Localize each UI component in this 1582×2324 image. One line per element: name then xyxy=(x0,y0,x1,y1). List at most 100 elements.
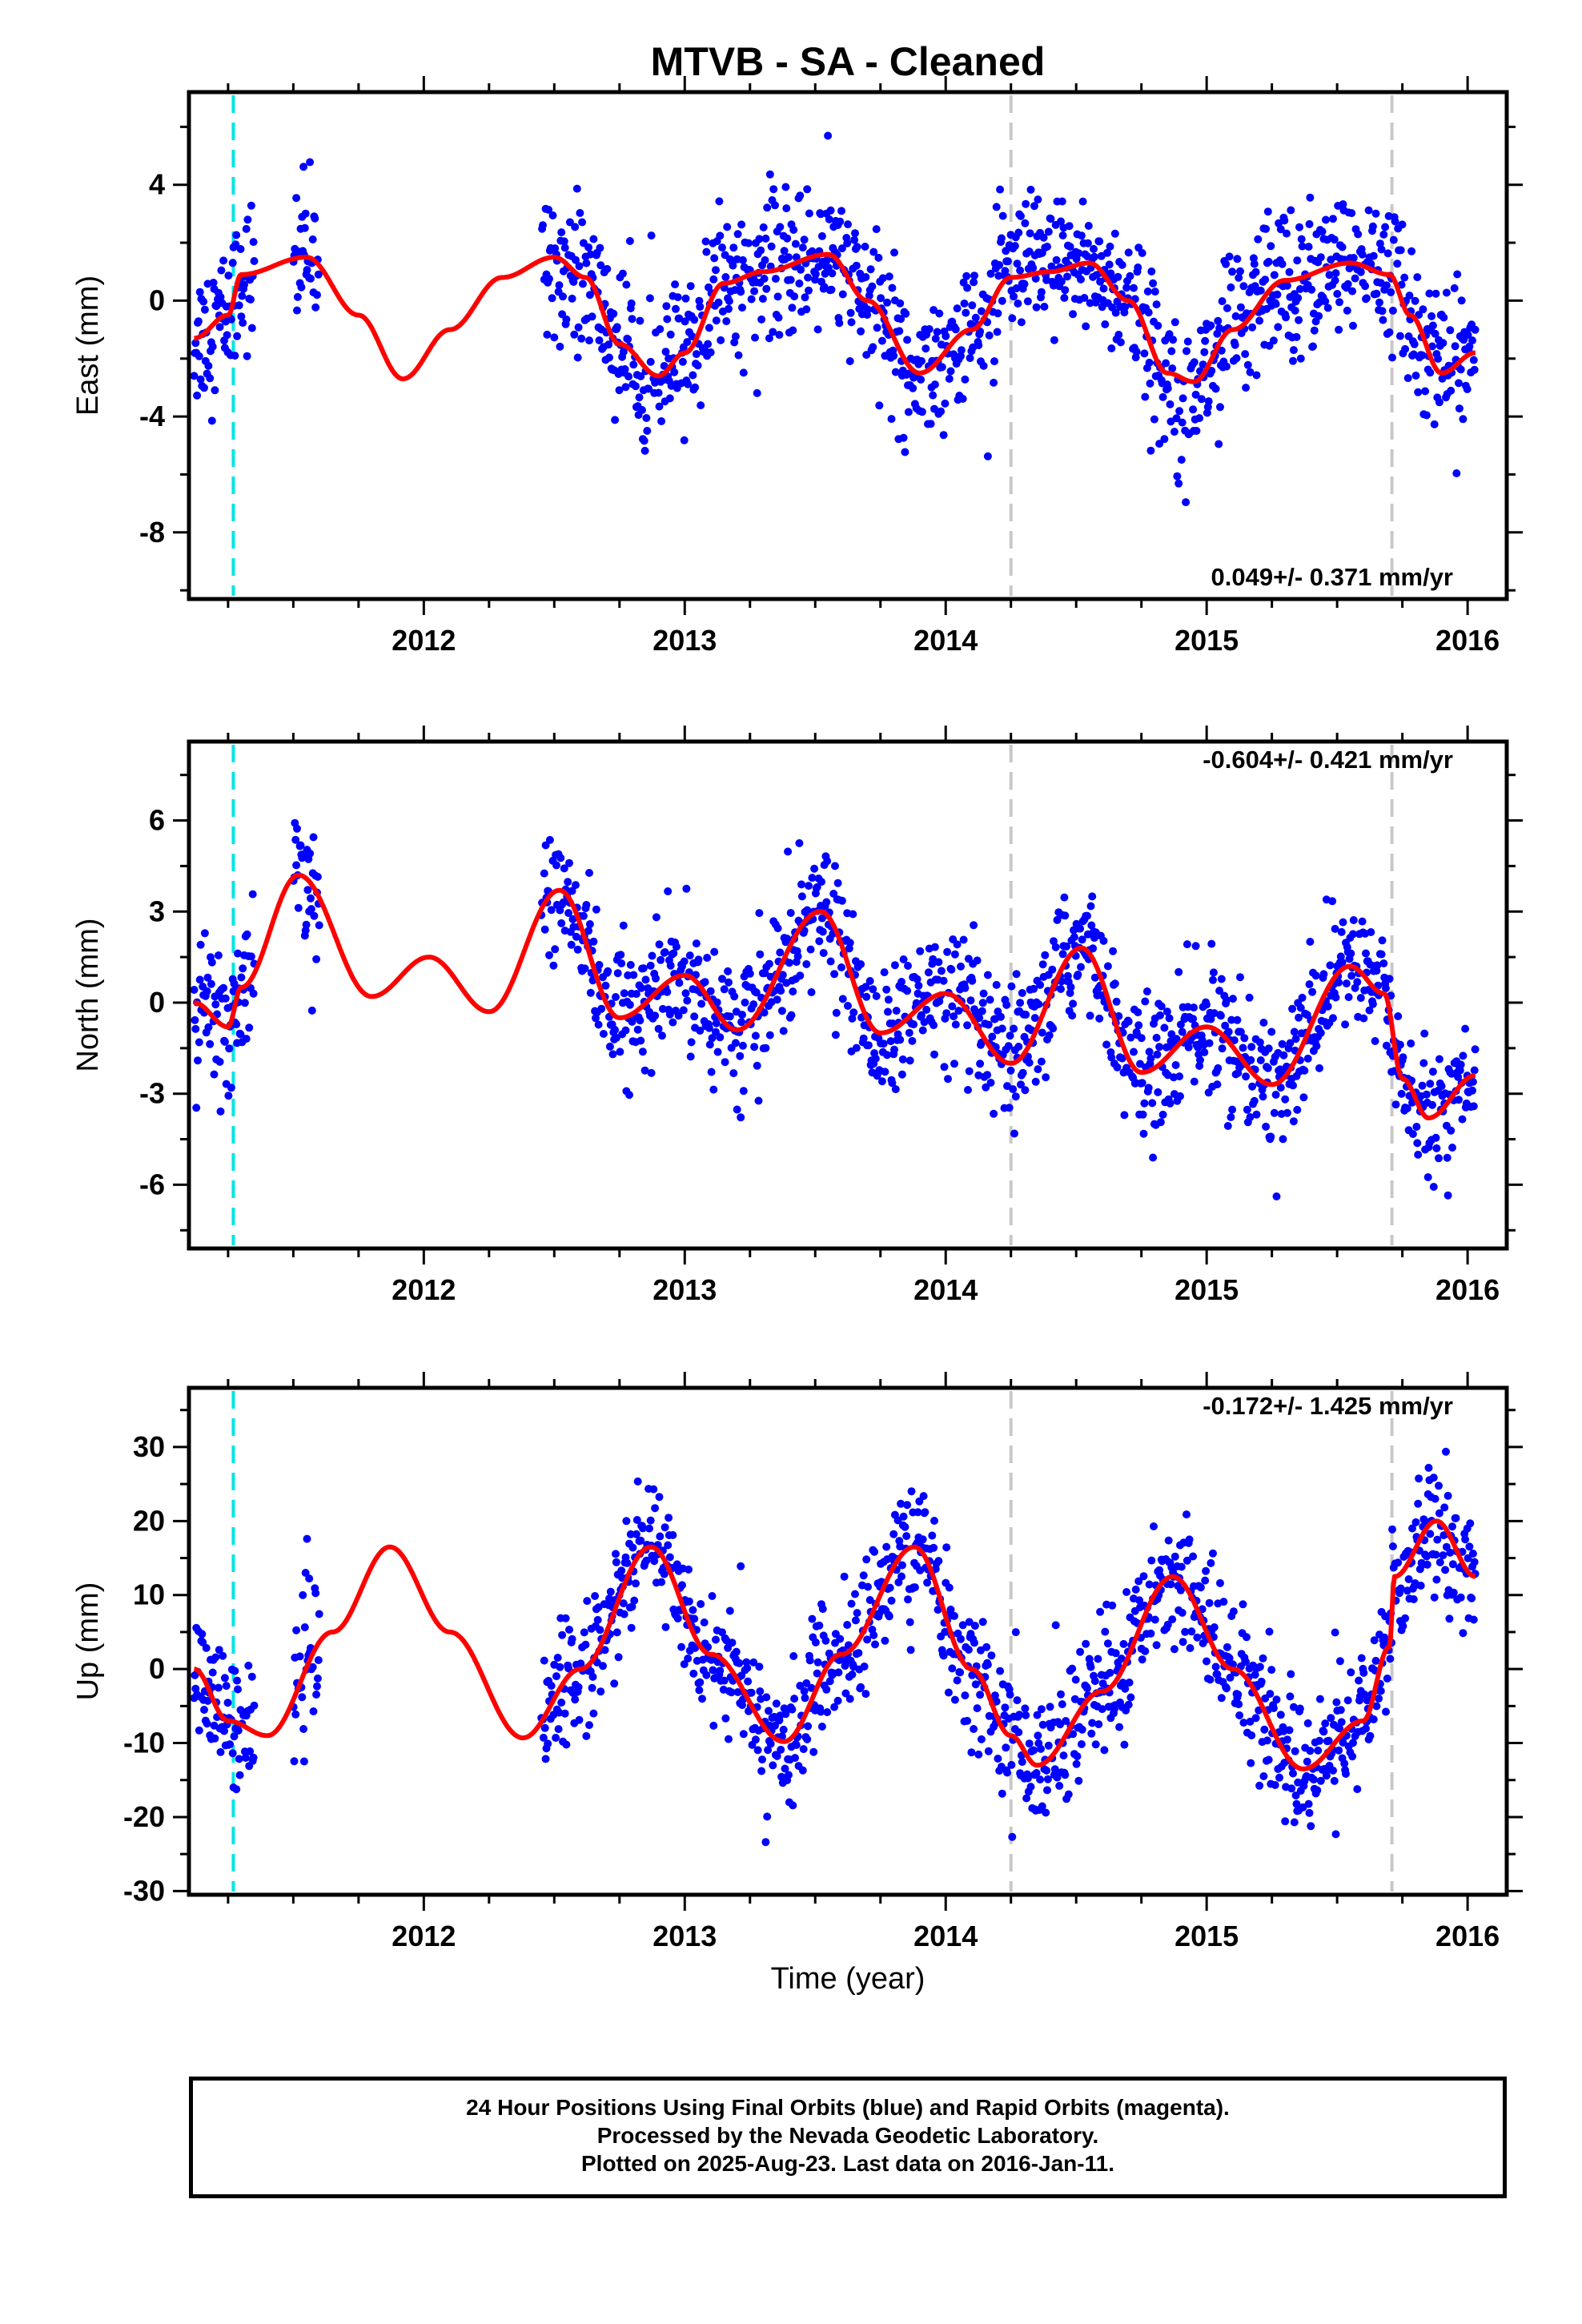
data-point xyxy=(617,1566,626,1575)
data-point xyxy=(299,1590,307,1599)
data-point xyxy=(944,1688,953,1697)
data-point xyxy=(1353,1785,1362,1794)
data-point xyxy=(1411,1518,1420,1526)
data-point xyxy=(567,940,576,949)
data-point xyxy=(753,1746,762,1755)
data-point xyxy=(1439,313,1448,322)
data-point xyxy=(560,1709,569,1718)
data-point xyxy=(1351,274,1359,283)
data-point xyxy=(1166,400,1174,408)
data-point xyxy=(586,988,595,997)
data-point xyxy=(919,1492,928,1501)
data-point xyxy=(861,243,869,251)
data-point xyxy=(1248,323,1257,332)
data-point xyxy=(1061,911,1070,920)
data-point xyxy=(572,184,581,193)
data-point xyxy=(301,209,310,218)
data-point xyxy=(769,185,778,194)
data-point xyxy=(830,970,839,979)
data-point xyxy=(1335,1746,1343,1755)
data-point xyxy=(780,247,789,255)
y-tick-label: 0 xyxy=(149,283,165,316)
data-point xyxy=(1178,1638,1187,1647)
data-point xyxy=(813,1669,821,1678)
data-point xyxy=(1137,1034,1146,1043)
data-point xyxy=(730,992,739,1001)
data-point xyxy=(1021,219,1030,227)
data-point xyxy=(1162,1007,1171,1016)
data-point xyxy=(873,324,881,332)
data-point xyxy=(1335,325,1343,334)
data-point xyxy=(1004,1042,1013,1051)
data-point xyxy=(797,880,805,889)
data-point xyxy=(1414,1499,1423,1508)
data-point xyxy=(1366,1731,1375,1740)
data-point xyxy=(1057,217,1065,226)
data-point xyxy=(905,1028,913,1037)
data-point xyxy=(934,1606,942,1614)
data-point xyxy=(689,371,697,380)
data-point xyxy=(665,1553,674,1562)
data-point xyxy=(1465,342,1474,351)
data-point xyxy=(1057,977,1066,986)
data-point xyxy=(697,1600,705,1608)
data-point xyxy=(624,335,632,344)
data-point xyxy=(953,1676,962,1685)
data-point xyxy=(1419,305,1427,314)
data-point xyxy=(665,1514,673,1522)
data-point xyxy=(1043,1775,1052,1783)
data-point xyxy=(1058,950,1067,959)
data-point xyxy=(199,297,208,306)
data-point xyxy=(798,1766,807,1775)
data-point xyxy=(654,1024,663,1033)
data-point xyxy=(1234,1691,1243,1699)
data-point xyxy=(307,894,315,903)
data-point xyxy=(1162,359,1170,368)
data-point xyxy=(1170,1645,1178,1654)
data-point xyxy=(983,971,992,979)
data-point xyxy=(1285,267,1294,276)
data-point xyxy=(1001,267,1010,275)
data-point xyxy=(243,930,251,939)
data-point xyxy=(1068,1664,1077,1673)
data-point xyxy=(551,945,560,954)
data-point xyxy=(1242,384,1251,392)
data-point xyxy=(1098,303,1106,312)
data-point xyxy=(615,386,624,395)
data-point xyxy=(781,183,790,191)
data-point xyxy=(1038,1028,1046,1037)
data-point xyxy=(1412,1123,1421,1131)
data-point xyxy=(239,964,247,973)
data-point xyxy=(1446,1548,1455,1557)
data-point xyxy=(758,1755,766,1764)
data-point xyxy=(1070,933,1078,942)
data-point xyxy=(988,1032,997,1041)
data-point xyxy=(995,261,1004,269)
data-point xyxy=(300,223,309,232)
data-point xyxy=(639,964,648,973)
data-point xyxy=(1422,1090,1431,1099)
data-point xyxy=(817,1723,826,1731)
data-point xyxy=(1261,275,1270,284)
data-point xyxy=(575,262,584,271)
data-point xyxy=(889,352,898,360)
data-point xyxy=(1169,336,1178,344)
data-point xyxy=(1252,371,1261,380)
data-point xyxy=(227,1084,235,1092)
data-point xyxy=(1221,1021,1230,1030)
data-point xyxy=(817,231,826,240)
data-point xyxy=(1456,1593,1465,1602)
data-point xyxy=(1032,303,1041,312)
data-point xyxy=(851,229,859,238)
data-point xyxy=(899,433,908,442)
data-point xyxy=(1042,1073,1050,1082)
data-point xyxy=(1397,280,1406,289)
data-point xyxy=(1071,1675,1080,1684)
data-point xyxy=(684,1655,693,1663)
data-point xyxy=(783,935,792,943)
data-point xyxy=(1470,1066,1479,1075)
data-point xyxy=(847,318,856,327)
data-point xyxy=(805,209,813,218)
data-point xyxy=(541,1755,550,1763)
data-point xyxy=(247,1672,256,1681)
